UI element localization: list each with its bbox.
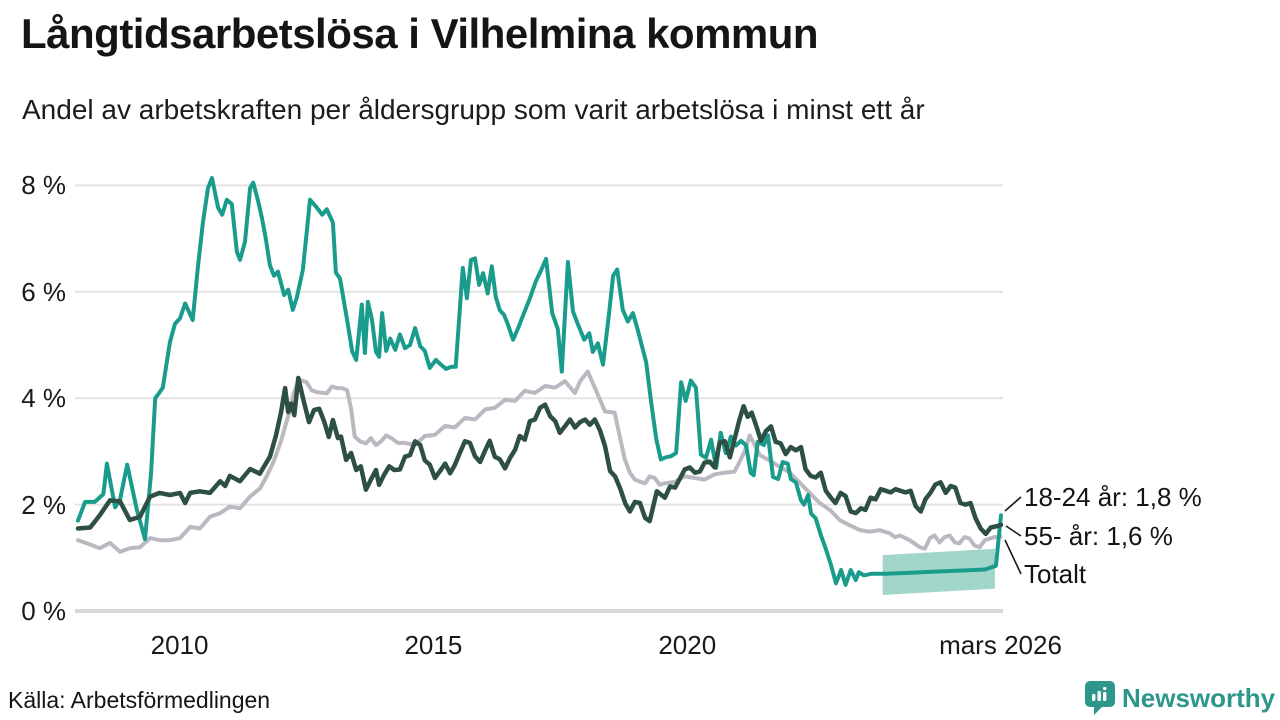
series-line-totalt (76, 369, 1003, 554)
series-line-18-24-år (76, 176, 1003, 587)
series-end-label: Totalt (1024, 559, 1087, 589)
end-label-leader (1005, 525, 1022, 537)
end-label-leader (1004, 539, 1022, 575)
newsworthy-logo: Newsworthy (1085, 681, 1275, 715)
y-tick-label: 4 % (21, 383, 66, 414)
x-tick-label: 2020 (658, 630, 717, 660)
series-line-55-år (75, 375, 1004, 537)
source-note: Källa: Arbetsförmedlingen (8, 687, 271, 713)
newsworthy-pin-icon (1085, 681, 1115, 715)
y-tick-label: 2 % (21, 489, 66, 520)
chart-title: Långtidsarbetslösa i Vilhelmina kommun (21, 10, 819, 57)
newsworthy-wordmark: Newsworthy (1122, 682, 1276, 713)
series-end-label: 18-24 år: 1,8 % (1024, 482, 1202, 512)
x-tick-label: 2015 (404, 630, 463, 660)
end-label-leader (1004, 496, 1022, 512)
y-tick-label: 0 % (21, 596, 66, 626)
chart-subtitle: Andel av arbetskraften per åldersgrupp s… (22, 94, 925, 125)
series-end-label: 55- år: 1,6 % (1024, 521, 1173, 551)
y-tick-label: 6 % (21, 276, 66, 307)
y-tick-label: 8 % (21, 170, 66, 201)
x-tick-label: 2010 (150, 630, 209, 660)
x-tick-label: mars 2026 (939, 630, 1062, 660)
